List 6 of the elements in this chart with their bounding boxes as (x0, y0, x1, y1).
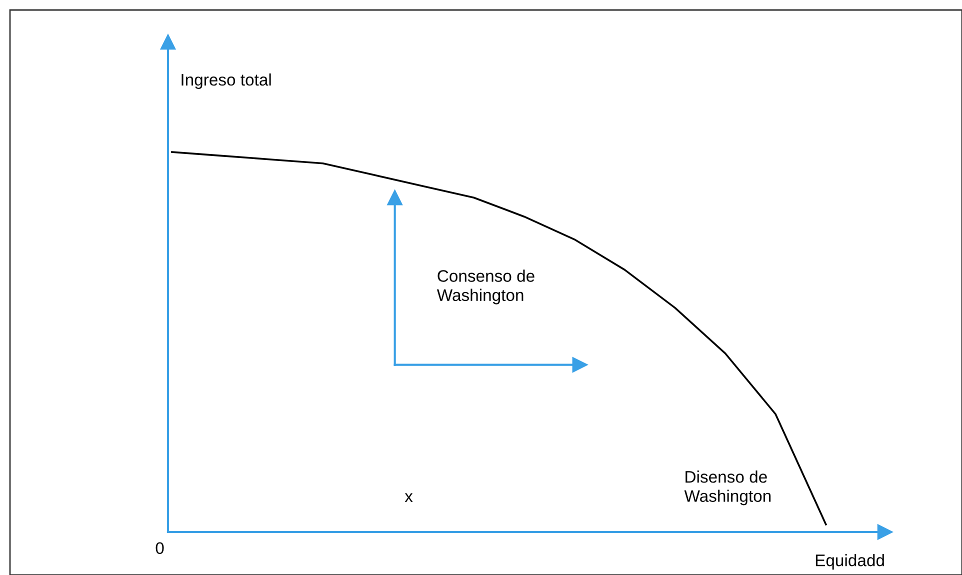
annotation: Consenso de Washington (436, 270, 534, 304)
annotation: x (404, 493, 413, 502)
x-axis-title: Equidadd (816, 554, 884, 570)
annotation: Disenso de Washington (684, 470, 771, 506)
y-axis-title: Ingreso total (182, 73, 271, 89)
text: 0 (156, 542, 164, 554)
